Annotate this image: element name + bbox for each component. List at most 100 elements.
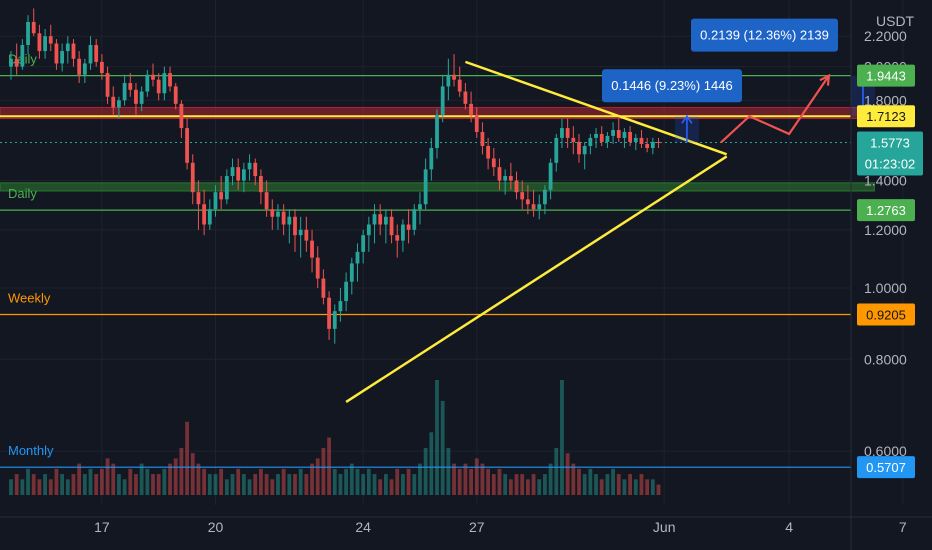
candle-body <box>349 263 354 282</box>
price-tag-label: 1.2763 <box>866 203 906 218</box>
candle <box>645 137 650 153</box>
candle-body <box>491 158 496 168</box>
candle-body <box>656 141 661 143</box>
candle <box>349 257 354 295</box>
candle-body <box>54 43 59 64</box>
candle-body <box>633 137 638 142</box>
candle <box>480 122 485 155</box>
price-tag-label: 1.9443 <box>866 69 906 84</box>
candle <box>71 39 76 67</box>
x-tick-label: 7 <box>899 519 907 535</box>
candle-body <box>560 128 564 138</box>
volume-bar <box>207 474 212 495</box>
volume-bar <box>99 468 104 495</box>
volume-bar <box>310 463 314 495</box>
currency-label[interactable]: USDT <box>876 13 915 29</box>
candle <box>457 66 462 97</box>
candle <box>565 118 570 149</box>
x-tick-label: 17 <box>94 519 110 535</box>
candle-body <box>565 128 570 138</box>
candle-body <box>94 45 99 62</box>
price-axis[interactable]: 2.20002.00001.80001.40001.20001.00000.80… <box>850 0 915 550</box>
candle <box>503 169 508 195</box>
candle-body <box>622 131 627 138</box>
candle <box>9 51 13 80</box>
volume-bar <box>594 474 598 495</box>
projection-path[interactable] <box>720 75 830 144</box>
volume-bar <box>60 474 65 495</box>
x-tick-label: Jun <box>653 519 676 535</box>
candle <box>491 148 496 177</box>
candle-body <box>594 133 598 138</box>
volume-bar <box>645 479 650 495</box>
volume-bar <box>224 479 229 495</box>
candle <box>151 63 155 87</box>
volume-bar <box>520 474 525 495</box>
candle <box>128 73 133 97</box>
candle <box>395 224 400 258</box>
volume-bar <box>219 468 224 495</box>
candle-body <box>554 137 559 163</box>
candle-body <box>486 145 491 159</box>
trendline[interactable] <box>345 155 728 403</box>
candle-body <box>304 229 309 241</box>
candle-body <box>111 96 116 108</box>
candle-body <box>395 235 400 241</box>
volume-bar <box>304 474 309 495</box>
price-tag-label: 0.5707 <box>866 460 906 475</box>
candle <box>605 131 610 149</box>
volume-bar <box>554 447 559 495</box>
candle <box>276 204 280 230</box>
candle <box>259 169 263 205</box>
candle-body <box>122 83 127 101</box>
price-tag <box>857 199 915 222</box>
volume-bar <box>213 474 218 495</box>
overlays[interactable]: 0.2139 (12.36%) 2139 0.1446 (9.23%) 1446 <box>602 18 875 144</box>
candle <box>310 229 314 273</box>
candle <box>156 73 161 101</box>
volume-bar <box>156 474 161 495</box>
price-tag <box>857 303 915 326</box>
candle-body <box>196 192 201 205</box>
candle <box>554 133 559 172</box>
candle <box>344 272 349 312</box>
candle <box>82 58 87 84</box>
volume-bar <box>270 479 275 495</box>
candle <box>264 180 269 217</box>
candle <box>412 204 417 236</box>
candle-body <box>372 214 377 225</box>
time-axis[interactable]: 17 20 24 27 Jun 4 7 <box>0 516 932 535</box>
volume-bar <box>565 453 570 495</box>
candle-body <box>344 281 349 302</box>
x-tick-label: 20 <box>208 519 224 535</box>
candle-body <box>168 73 172 87</box>
y-tick-label: 1.4000 <box>864 173 907 189</box>
candle-body <box>366 224 371 236</box>
trendline[interactable] <box>464 60 728 156</box>
measure-label-box[interactable] <box>602 69 742 103</box>
candle-body <box>429 148 434 170</box>
candle-body <box>406 224 411 230</box>
volume-bar <box>293 474 297 495</box>
candle-body <box>514 180 519 193</box>
volume-bar <box>469 468 473 495</box>
y-tick-label: 0.6000 <box>864 443 907 459</box>
candle <box>418 192 422 225</box>
candle-body <box>145 74 150 92</box>
candle-body <box>43 36 47 52</box>
volume-bar <box>446 447 451 495</box>
candle <box>65 36 70 64</box>
candle-body <box>412 209 417 230</box>
candle-body <box>134 89 138 104</box>
candle <box>190 154 195 205</box>
trendlines[interactable] <box>345 60 728 403</box>
candle-body <box>469 103 473 115</box>
x-tick-label: 24 <box>355 519 371 535</box>
candle-body <box>537 204 542 210</box>
measure-label-box[interactable] <box>691 18 838 52</box>
candle <box>196 180 201 230</box>
candle <box>105 66 110 104</box>
candle-body <box>525 199 530 205</box>
